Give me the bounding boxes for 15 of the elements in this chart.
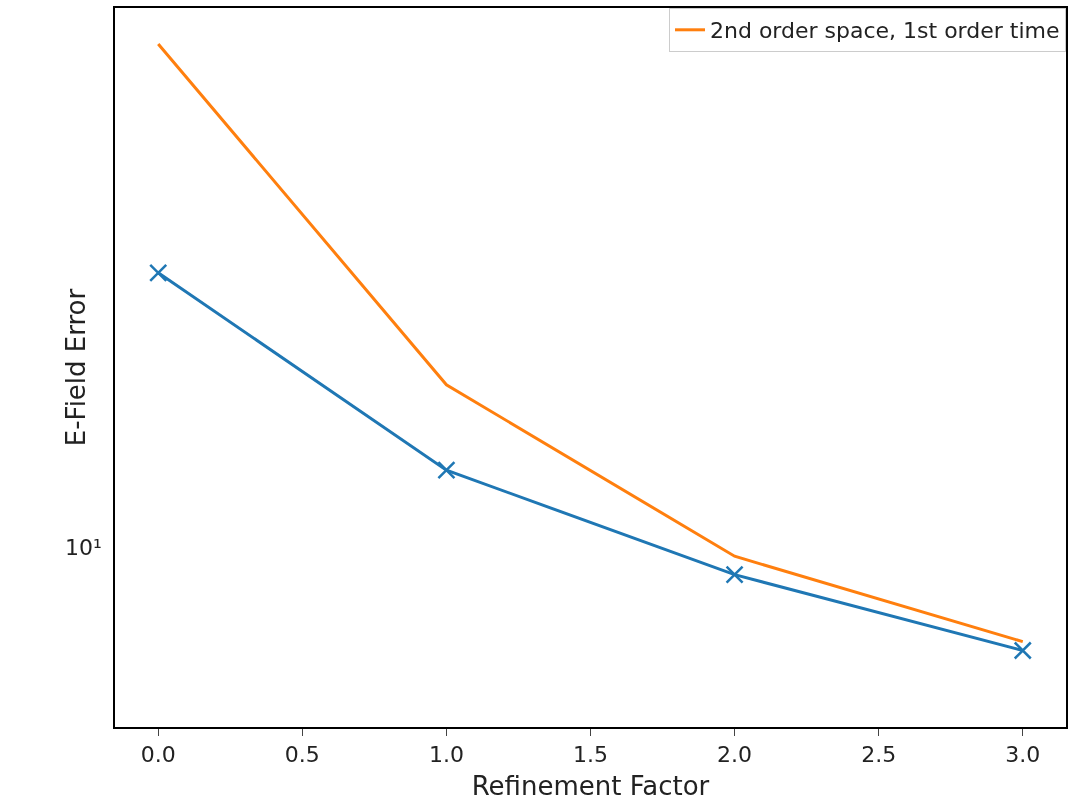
- x-tick-label: 1.5: [573, 742, 608, 768]
- point: [1013, 641, 1033, 660]
- point: [148, 263, 168, 283]
- x-tick-label: 2.0: [717, 742, 753, 768]
- point: [437, 460, 456, 480]
- x-axis-title: Refinement Factor: [471, 770, 710, 801]
- point: [725, 565, 744, 584]
- x-tick-label: 0.0: [140, 742, 176, 768]
- y-axis-title: E-Field Error: [60, 288, 91, 447]
- x-tick-label: 3.0: [1005, 742, 1041, 768]
- x-tick-label: 0.5: [284, 742, 320, 768]
- x-tick-label: 1.0: [428, 742, 464, 768]
- x-tick-label: 2.5: [861, 742, 897, 768]
- legend-label: 2nd order space, 1st order time: [710, 18, 1060, 44]
- text: 10¹: [65, 535, 102, 560]
